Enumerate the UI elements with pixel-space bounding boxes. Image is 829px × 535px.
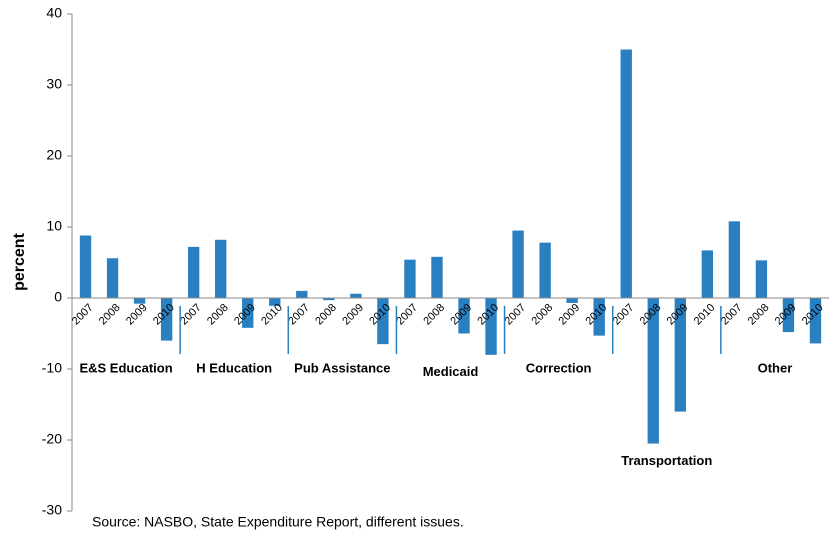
bar — [79, 235, 92, 298]
x-tick-label: 2007 — [719, 302, 745, 328]
bar — [566, 298, 578, 303]
x-tick-label: 2008 — [205, 302, 231, 328]
bar — [485, 298, 497, 355]
bar — [674, 298, 686, 412]
x-tick-label: 2010 — [259, 302, 285, 328]
source-note: Source: NASBO, State Expenditure Report,… — [92, 514, 464, 530]
bar — [187, 246, 200, 298]
bar — [782, 298, 795, 333]
bar — [728, 221, 741, 298]
group-label: E&S Education — [79, 360, 172, 375]
bar — [215, 239, 227, 298]
x-tick-label: 2007 — [502, 302, 528, 328]
bar — [647, 298, 659, 444]
x-tick-label: 2010 — [692, 302, 718, 328]
bar — [755, 260, 768, 298]
bar — [133, 298, 146, 304]
y-axis-label: percent — [11, 232, 28, 290]
y-tick-label: 30 — [46, 76, 62, 92]
x-tick-label: 2009 — [340, 302, 366, 328]
y-tick-label: 20 — [46, 147, 62, 163]
x-tick-label: 2008 — [313, 302, 339, 328]
bar — [431, 256, 443, 298]
bar — [512, 230, 524, 298]
bar — [323, 298, 335, 301]
bar — [269, 298, 281, 306]
y-tick-label: 40 — [46, 5, 62, 21]
x-tick-label: 2007 — [286, 302, 312, 328]
bar — [593, 298, 605, 336]
bar — [377, 298, 389, 345]
group-label: Correction — [526, 360, 592, 375]
group-label: Pub Assistance — [294, 360, 390, 375]
bar — [458, 298, 470, 334]
bar — [106, 258, 119, 298]
group-label: H Education — [196, 360, 272, 375]
y-tick-label: -30 — [42, 502, 62, 518]
x-tick-label: 2009 — [124, 302, 150, 328]
x-tick-label: 2008 — [530, 302, 556, 328]
x-tick-label: 2007 — [394, 302, 420, 328]
bar — [539, 242, 551, 298]
bar — [701, 250, 714, 298]
y-tick-label: 0 — [54, 289, 62, 305]
bar — [350, 293, 362, 298]
x-tick-label: 2008 — [746, 302, 772, 328]
x-tick-label: 2008 — [421, 302, 447, 328]
x-tick-label: 2007 — [70, 302, 96, 328]
y-tick-label: -10 — [42, 360, 62, 376]
bar — [296, 290, 308, 298]
x-tick-label: 2007 — [611, 302, 637, 328]
bar — [160, 298, 173, 341]
group-label: Transportation — [621, 453, 712, 468]
bar — [620, 49, 632, 298]
y-tick-label: -20 — [42, 431, 62, 447]
y-tick-label: 10 — [46, 218, 62, 234]
bar — [242, 298, 254, 328]
bar — [404, 259, 416, 298]
x-tick-label: 2007 — [178, 302, 204, 328]
x-tick-label: 2009 — [557, 302, 583, 328]
group-label: Medicaid — [423, 364, 479, 379]
x-tick-label: 2008 — [97, 302, 123, 328]
bar — [809, 298, 822, 344]
group-label: Other — [758, 360, 793, 375]
